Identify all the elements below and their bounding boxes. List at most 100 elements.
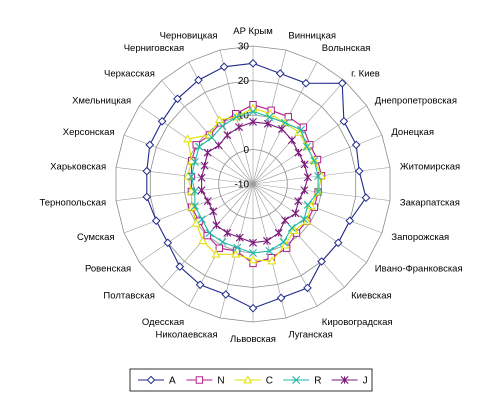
- data-point-A: [163, 238, 173, 248]
- data-point-A: [219, 62, 229, 72]
- legend-label: C: [266, 376, 273, 387]
- data-point-R: [249, 107, 257, 116]
- data-point-R: [265, 113, 274, 121]
- data-point-R: [300, 215, 309, 224]
- data-point-R: [281, 118, 290, 127]
- data-point-A: [248, 58, 258, 68]
- data-point-A: [142, 192, 152, 202]
- data-point-R: [190, 202, 199, 210]
- data-point-A: [173, 94, 182, 104]
- tick-label: 30: [238, 42, 250, 53]
- category-label: Херсонская: [63, 127, 115, 138]
- tick-label: 0: [243, 145, 249, 156]
- data-point-J: [223, 228, 232, 237]
- data-point-A: [275, 69, 285, 78]
- data-point-A: [333, 238, 343, 248]
- legend-label: A: [169, 376, 176, 387]
- data-point-R: [205, 229, 214, 238]
- data-point-R: [218, 238, 227, 246]
- legend-marker: [292, 376, 301, 384]
- data-point-A: [354, 166, 364, 176]
- category-label: Ровенская: [85, 264, 131, 275]
- category-label: Луганская: [288, 330, 332, 341]
- data-point-A: [194, 75, 203, 85]
- data-point-C: [198, 236, 208, 245]
- category-label: Житомирская: [400, 162, 460, 173]
- data-point-R: [279, 238, 288, 246]
- data-point-J: [223, 131, 232, 140]
- category-label: АР Крым: [233, 26, 273, 37]
- grid-spoke: [115, 167, 254, 185]
- data-point-R: [303, 200, 312, 209]
- category-label: Винницкая: [288, 30, 336, 41]
- data-point-J: [294, 148, 303, 157]
- data-point-C: [267, 256, 277, 265]
- data-point-J: [300, 186, 309, 195]
- data-point-N: [192, 141, 200, 149]
- data-point-J: [249, 117, 257, 126]
- data-point-J: [263, 236, 271, 245]
- data-point-J: [209, 207, 218, 216]
- data-point-A: [351, 140, 361, 150]
- data-point-R: [297, 125, 305, 134]
- category-label: Черкасская: [104, 69, 155, 80]
- data-point-A: [361, 193, 371, 203]
- data-point-R: [218, 122, 227, 130]
- data-point-J: [235, 123, 243, 132]
- data-point-R: [314, 172, 323, 181]
- category-label: Волынская: [322, 43, 371, 54]
- data-point-J: [263, 119, 272, 128]
- category-label: Одесская: [142, 317, 184, 328]
- data-point-R: [314, 187, 323, 196]
- tick-label: 10: [238, 111, 250, 122]
- radar-grid: [115, 45, 391, 323]
- data-point-J: [291, 209, 300, 218]
- grid-spoke: [115, 183, 254, 201]
- category-label: Черниговская: [124, 43, 184, 54]
- data-point-A: [145, 140, 155, 150]
- category-label: Запорожская: [391, 232, 449, 243]
- category-labels: АР Крым Винницкая Волынская г. Киев Днепропе…: [39, 26, 462, 345]
- data-point-J: [203, 197, 212, 206]
- series-R: [187, 107, 323, 257]
- legend-label: R: [314, 376, 321, 387]
- tick-label: 20: [238, 76, 250, 87]
- data-point-R: [310, 156, 319, 165]
- data-point-J: [214, 141, 223, 150]
- data-point-C: [183, 134, 193, 143]
- data-point-A: [157, 116, 167, 126]
- data-point-J: [274, 228, 283, 237]
- data-point-J: [203, 148, 212, 157]
- category-label: Закарпатская: [400, 197, 460, 208]
- data-point-A: [175, 262, 185, 271]
- legend-marker: [146, 375, 156, 385]
- data-point-R: [249, 249, 257, 257]
- legend-label: J: [363, 376, 368, 387]
- data-point-A: [339, 116, 349, 126]
- data-point-C: [191, 218, 201, 227]
- data-point-A: [221, 290, 231, 299]
- category-label: Сумская: [77, 232, 115, 243]
- category-label: Киевская: [351, 290, 392, 301]
- data-point-J: [300, 160, 309, 169]
- data-point-J: [294, 197, 303, 206]
- legend-item-N: N: [186, 376, 225, 387]
- category-label: Черновицкая: [160, 30, 218, 41]
- legend-item-A: A: [138, 376, 176, 387]
- category-label: Харьковская: [50, 162, 106, 173]
- data-point-J: [197, 186, 206, 195]
- legend-marker: [340, 376, 349, 384]
- series-layer: [142, 58, 371, 313]
- data-point-A: [337, 78, 347, 88]
- series-A: [142, 58, 371, 313]
- category-label: Кировоградская: [322, 317, 393, 328]
- data-point-C: [183, 171, 193, 180]
- data-point-J: [277, 125, 286, 133]
- data-point-R: [265, 247, 274, 255]
- data-point-A: [195, 280, 205, 290]
- data-point-J: [212, 221, 221, 230]
- data-point-R: [302, 142, 311, 151]
- legend-item-J: J: [331, 376, 368, 387]
